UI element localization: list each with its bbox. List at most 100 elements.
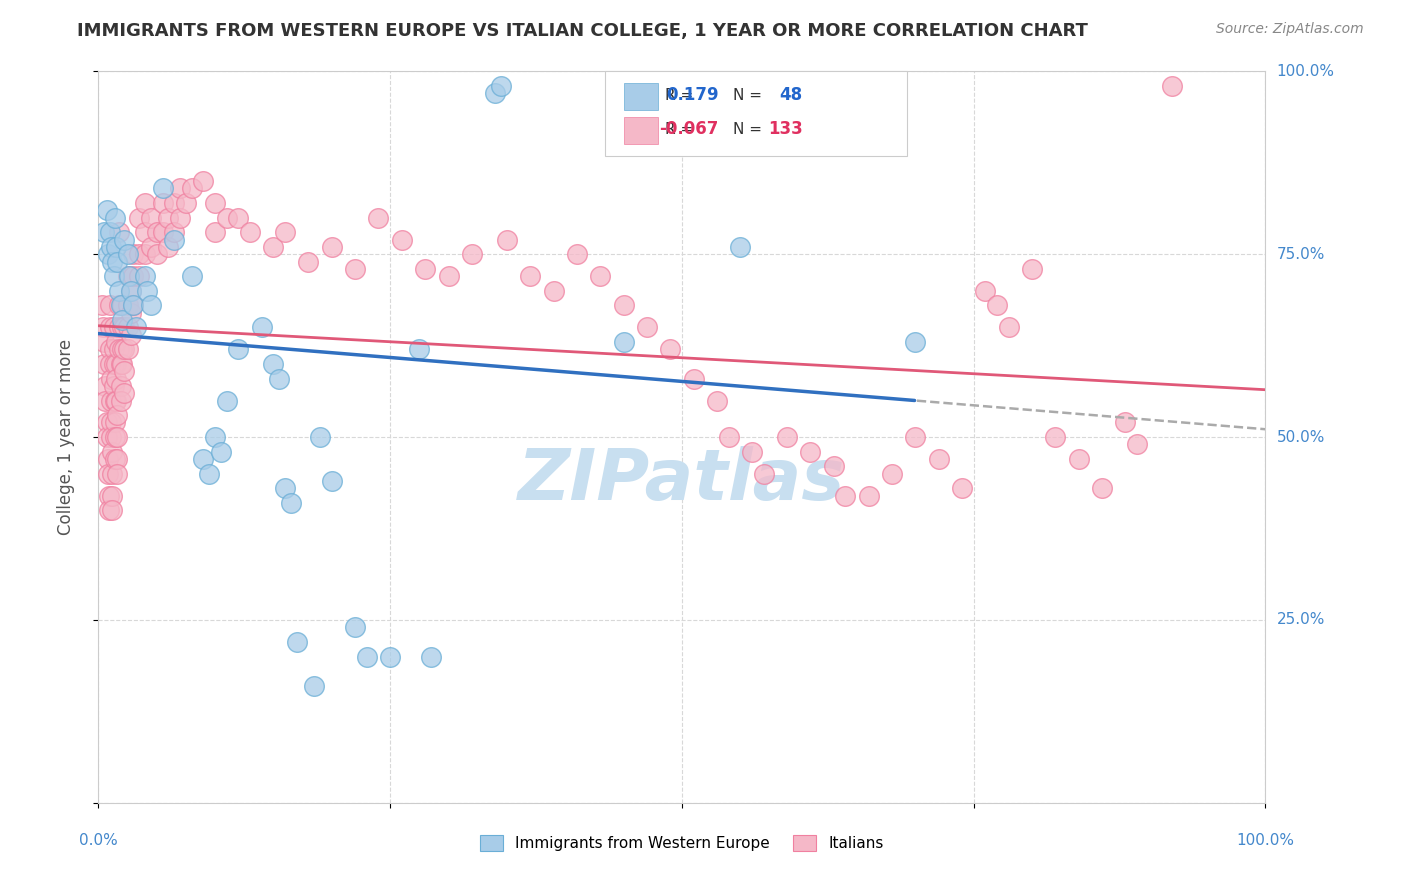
Point bbox=[636, 320, 658, 334]
Point bbox=[108, 320, 131, 334]
Point bbox=[152, 225, 174, 239]
Point bbox=[93, 334, 115, 349]
Text: 75.0%: 75.0% bbox=[1277, 247, 1324, 261]
Point bbox=[117, 320, 139, 334]
Point bbox=[128, 211, 150, 225]
Point bbox=[111, 343, 134, 357]
Point bbox=[239, 225, 262, 239]
Point bbox=[94, 379, 117, 393]
Point bbox=[146, 225, 169, 239]
Point bbox=[367, 211, 389, 225]
Point bbox=[90, 298, 112, 312]
Point bbox=[209, 444, 232, 458]
Point bbox=[484, 87, 506, 101]
Point bbox=[117, 343, 139, 357]
Point bbox=[134, 269, 156, 284]
Point bbox=[98, 225, 121, 239]
Point bbox=[110, 379, 132, 393]
Point bbox=[193, 174, 215, 188]
Point bbox=[413, 261, 436, 276]
Point bbox=[152, 181, 174, 195]
Point bbox=[269, 371, 291, 385]
Point bbox=[104, 240, 127, 254]
Text: 0.179: 0.179 bbox=[666, 87, 718, 104]
Point bbox=[100, 240, 122, 254]
Point bbox=[228, 211, 250, 225]
Point bbox=[706, 393, 728, 408]
Text: 48: 48 bbox=[780, 87, 803, 104]
Text: N =: N = bbox=[733, 88, 766, 103]
Point bbox=[974, 284, 997, 298]
Point bbox=[613, 334, 636, 349]
Point bbox=[104, 393, 127, 408]
Point bbox=[98, 298, 121, 312]
Point bbox=[104, 416, 127, 430]
Point bbox=[134, 196, 156, 211]
Point bbox=[112, 320, 135, 334]
Text: 100.0%: 100.0% bbox=[1277, 64, 1334, 78]
Point bbox=[101, 467, 124, 481]
Point bbox=[262, 240, 284, 254]
Point bbox=[180, 269, 202, 284]
Point bbox=[163, 225, 186, 239]
Point bbox=[118, 269, 141, 284]
Point bbox=[120, 284, 142, 298]
Point bbox=[122, 247, 145, 261]
Point bbox=[174, 196, 197, 211]
Point bbox=[344, 620, 367, 634]
Point bbox=[117, 269, 139, 284]
Point bbox=[117, 298, 139, 312]
Point bbox=[565, 247, 588, 261]
Point bbox=[589, 269, 612, 284]
Point bbox=[112, 386, 135, 401]
Point bbox=[134, 225, 156, 239]
Point bbox=[111, 313, 134, 327]
Text: N =: N = bbox=[733, 122, 766, 136]
Point bbox=[274, 481, 297, 495]
Point bbox=[120, 284, 142, 298]
Point bbox=[108, 343, 131, 357]
Text: 100.0%: 100.0% bbox=[1236, 833, 1295, 848]
Point bbox=[204, 196, 226, 211]
Point bbox=[134, 247, 156, 261]
Point bbox=[136, 284, 159, 298]
Point bbox=[111, 298, 134, 312]
Point bbox=[1161, 78, 1184, 93]
Point bbox=[104, 452, 127, 467]
Point bbox=[112, 343, 135, 357]
Point bbox=[1126, 437, 1149, 451]
Point bbox=[380, 649, 402, 664]
Point bbox=[122, 298, 145, 312]
Point bbox=[543, 284, 565, 298]
Text: -0.067: -0.067 bbox=[659, 120, 718, 138]
Legend: Immigrants from Western Europe, Italians: Immigrants from Western Europe, Italians bbox=[474, 830, 890, 857]
Point bbox=[519, 269, 541, 284]
Point bbox=[104, 371, 127, 385]
Point bbox=[321, 240, 343, 254]
Text: R =: R = bbox=[665, 122, 699, 136]
Point bbox=[146, 247, 169, 261]
Point bbox=[139, 298, 162, 312]
Point bbox=[96, 416, 118, 430]
Point bbox=[730, 240, 752, 254]
Point bbox=[117, 247, 139, 261]
Point bbox=[682, 371, 704, 385]
Point bbox=[986, 298, 1008, 312]
Point bbox=[659, 343, 682, 357]
Point bbox=[356, 649, 378, 664]
Point bbox=[823, 459, 845, 474]
Point bbox=[111, 357, 134, 371]
Point bbox=[198, 467, 221, 481]
Point bbox=[157, 211, 180, 225]
Point bbox=[104, 357, 127, 371]
Point bbox=[1114, 416, 1136, 430]
Y-axis label: College, 1 year or more: College, 1 year or more bbox=[56, 339, 75, 535]
Point bbox=[104, 393, 127, 408]
Point bbox=[880, 467, 903, 481]
Text: R =: R = bbox=[665, 88, 699, 103]
Text: Source: ZipAtlas.com: Source: ZipAtlas.com bbox=[1216, 22, 1364, 37]
Text: ZIPatlas: ZIPatlas bbox=[519, 447, 845, 516]
Point bbox=[111, 320, 134, 334]
Point bbox=[799, 444, 821, 458]
Point bbox=[285, 635, 308, 649]
